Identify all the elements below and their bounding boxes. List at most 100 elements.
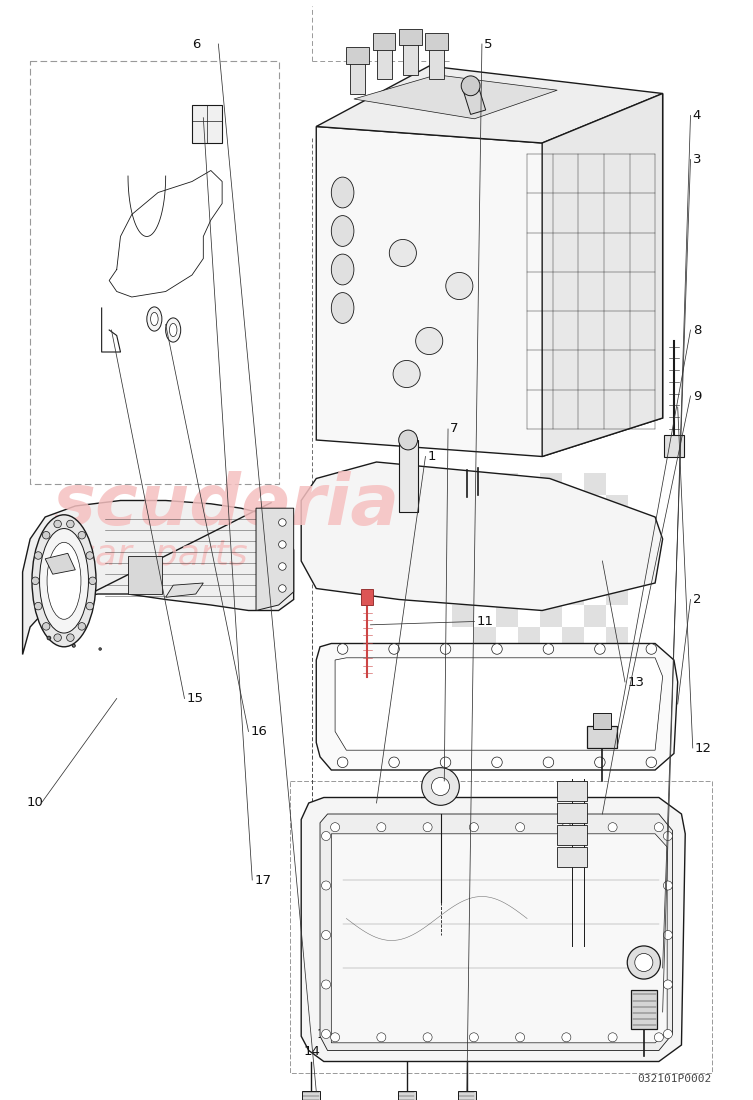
- Text: 17: 17: [255, 873, 272, 887]
- Text: 13: 13: [627, 675, 645, 689]
- Ellipse shape: [331, 293, 354, 323]
- Circle shape: [663, 881, 672, 890]
- Circle shape: [663, 931, 672, 939]
- Circle shape: [35, 603, 42, 609]
- Circle shape: [66, 634, 74, 641]
- Circle shape: [376, 1033, 386, 1042]
- Bar: [562, 583, 584, 605]
- Text: 1: 1: [428, 450, 436, 463]
- Ellipse shape: [169, 323, 177, 337]
- Polygon shape: [45, 553, 75, 574]
- Text: 032101P0002: 032101P0002: [637, 1074, 712, 1084]
- Bar: [452, 605, 474, 627]
- Bar: [540, 605, 562, 627]
- Bar: [606, 539, 628, 561]
- Bar: [452, 473, 474, 495]
- Circle shape: [86, 603, 93, 609]
- Circle shape: [393, 361, 420, 387]
- Circle shape: [663, 1030, 672, 1038]
- Circle shape: [469, 823, 478, 832]
- Circle shape: [627, 946, 660, 979]
- Ellipse shape: [39, 529, 88, 634]
- Text: 9: 9: [693, 389, 701, 403]
- Circle shape: [543, 757, 553, 768]
- Bar: [664, 434, 684, 456]
- Bar: [429, 46, 444, 79]
- Bar: [399, 29, 422, 45]
- Text: 14: 14: [316, 1027, 333, 1041]
- Bar: [606, 627, 628, 649]
- Bar: [562, 539, 584, 561]
- Circle shape: [99, 648, 101, 650]
- Circle shape: [78, 531, 86, 539]
- Circle shape: [42, 623, 50, 630]
- Circle shape: [608, 1033, 617, 1042]
- Circle shape: [322, 832, 331, 840]
- Circle shape: [562, 1033, 571, 1042]
- Bar: [584, 605, 606, 627]
- Circle shape: [654, 1033, 663, 1042]
- Bar: [452, 517, 474, 539]
- Circle shape: [595, 644, 605, 654]
- Text: car  parts: car parts: [75, 539, 248, 572]
- Polygon shape: [23, 500, 294, 654]
- Circle shape: [376, 823, 386, 832]
- Bar: [518, 539, 540, 561]
- Text: 8: 8: [693, 323, 701, 337]
- Bar: [425, 33, 448, 50]
- Bar: [562, 627, 584, 649]
- Circle shape: [492, 644, 502, 654]
- Polygon shape: [335, 658, 663, 750]
- Circle shape: [608, 823, 617, 832]
- Circle shape: [331, 1033, 340, 1042]
- Circle shape: [423, 823, 432, 832]
- Bar: [631, 990, 657, 1028]
- Bar: [290, 781, 712, 1072]
- Polygon shape: [316, 66, 663, 143]
- Circle shape: [89, 578, 96, 584]
- Text: 16: 16: [251, 725, 267, 738]
- Circle shape: [279, 585, 286, 592]
- Bar: [495, 561, 518, 583]
- Circle shape: [48, 637, 50, 639]
- Bar: [495, 473, 518, 495]
- Text: 3: 3: [693, 153, 701, 166]
- Circle shape: [322, 1030, 331, 1038]
- Text: 15: 15: [187, 692, 204, 705]
- Circle shape: [516, 823, 525, 832]
- Circle shape: [35, 552, 42, 559]
- Circle shape: [654, 823, 663, 832]
- Circle shape: [99, 648, 102, 650]
- Polygon shape: [354, 75, 557, 119]
- Polygon shape: [399, 440, 418, 512]
- Circle shape: [469, 1033, 478, 1042]
- Bar: [398, 1091, 416, 1100]
- Circle shape: [663, 832, 672, 840]
- Bar: [584, 517, 606, 539]
- Circle shape: [54, 520, 62, 528]
- Bar: [495, 605, 518, 627]
- Circle shape: [42, 531, 50, 539]
- Circle shape: [446, 273, 473, 299]
- Bar: [350, 60, 365, 94]
- Circle shape: [646, 757, 657, 768]
- Circle shape: [389, 240, 416, 266]
- Text: 10: 10: [26, 796, 43, 810]
- Bar: [557, 781, 587, 801]
- Bar: [376, 46, 392, 79]
- Circle shape: [516, 1033, 525, 1042]
- Text: 12: 12: [695, 741, 712, 755]
- Polygon shape: [542, 94, 663, 456]
- Bar: [562, 495, 584, 517]
- Bar: [557, 803, 587, 823]
- Circle shape: [389, 757, 399, 768]
- Circle shape: [322, 881, 331, 890]
- Bar: [540, 517, 562, 539]
- Circle shape: [331, 823, 340, 832]
- Circle shape: [72, 645, 75, 647]
- Polygon shape: [331, 834, 667, 1043]
- Bar: [302, 1091, 320, 1100]
- Circle shape: [47, 636, 50, 640]
- Circle shape: [595, 757, 605, 768]
- Text: 2: 2: [693, 593, 701, 606]
